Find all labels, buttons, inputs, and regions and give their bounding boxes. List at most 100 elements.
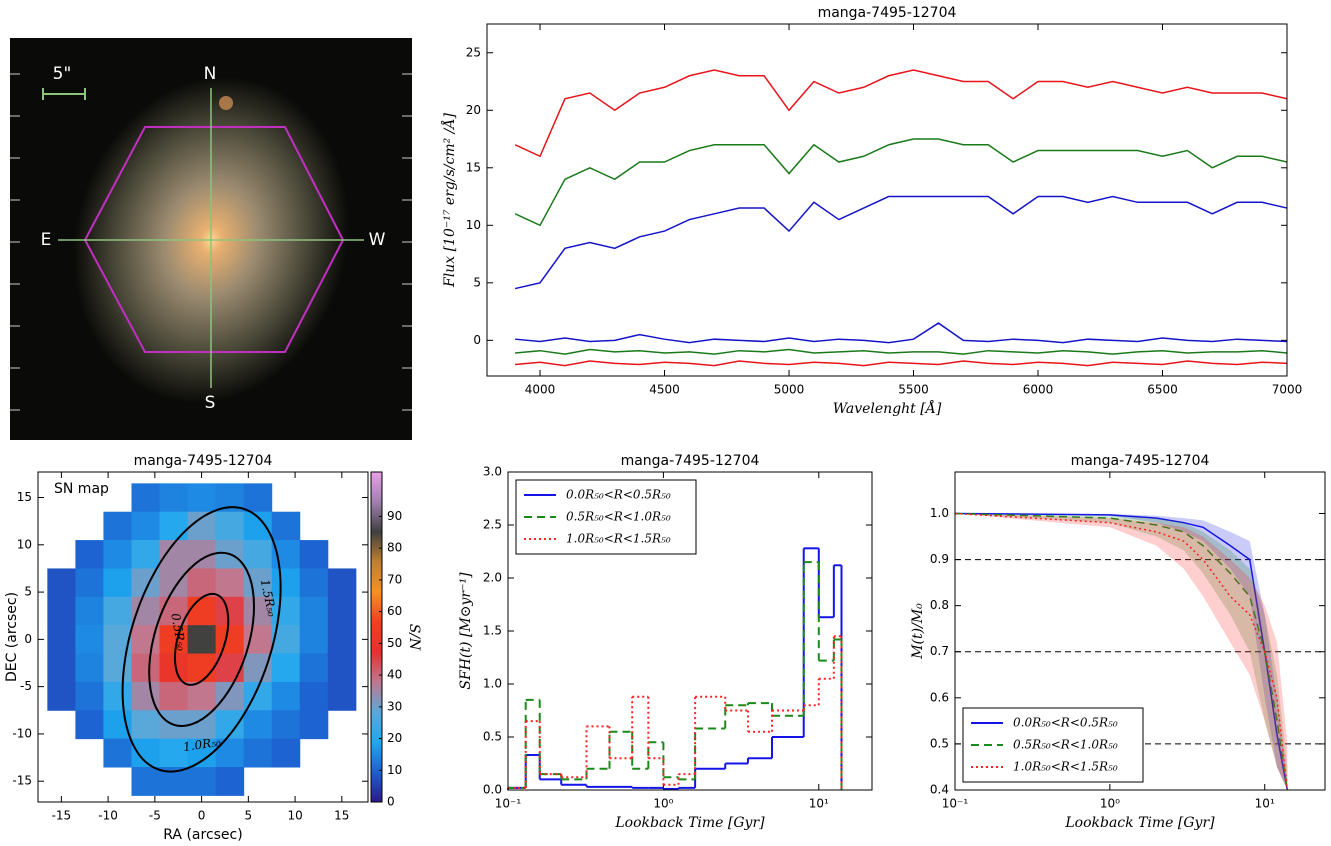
heatmap-cell [131,540,161,569]
series-line [514,69,1288,158]
heatmap-cell [47,596,76,626]
heatmap-cell [103,738,132,768]
heatmap-cell [299,681,329,711]
heatmap-cell [299,596,329,626]
y-tick-label: 25 [466,45,481,59]
series-line [515,322,1288,344]
heatmap-cell [131,511,161,541]
heatmap-cell [75,568,104,598]
colorbar-tick-label: 40 [387,668,402,682]
plot-frame [954,471,1326,791]
x-axis-label: Lookback Time [Gyr] [614,815,765,831]
heatmap-cell [103,540,132,569]
y-tick-label: 15 [466,160,481,174]
x-tick-label: 10⁻¹ [942,797,969,811]
colorbar-tick-label: 50 [387,636,402,650]
x-axis-label: RA (arcsec) [163,827,242,843]
heatmap-cell [47,681,76,711]
x-tick-label: 5 [245,809,253,823]
heatmap-cell [75,710,104,740]
heatmap-cell [271,568,301,598]
heatmap-cell [215,738,245,768]
heatmap-cell [243,710,273,740]
colorbar-tick-label: 60 [387,604,402,618]
y-tick-label: 1.0 [930,506,949,520]
colorbar-tick-label: 70 [387,572,402,586]
y-axis-label: SFH(t) [M⊙yr⁻¹] [458,572,474,690]
heatmap-cell [47,653,76,683]
heatmap-cell [271,540,301,569]
compass-label: E [41,230,52,250]
y-tick-label: 0.0 [483,783,502,797]
heatmap-cell [215,653,245,683]
heatmap-cell [131,483,161,513]
colorbar-tick-label: 30 [387,699,402,713]
heatmap-cell [187,625,217,655]
x-tick-label: 10¹ [1255,797,1275,811]
heatmap-cell [187,568,217,598]
heatmap-cell [271,738,301,768]
heatmap-cell [243,738,273,768]
heatmap-cell [159,511,189,541]
legend-label: 1.0R₅₀<R<1.5R₅₀ [566,532,671,546]
x-tick-label: 5500 [898,383,929,397]
heatmap-cell [159,653,189,683]
y-tick-label: 0.8 [930,598,949,612]
y-tick-label: 0.5 [483,730,502,744]
contour [121,506,282,773]
legend-label: 0.0R₅₀<R<0.5R₅₀ [566,488,671,502]
heatmap-cell [215,681,245,711]
heatmap-cell [131,568,161,598]
legend-label: 0.0R₅₀<R<0.5R₅₀ [1013,716,1118,730]
heatmap-cell [243,653,273,683]
x-tick-label: 10 [287,809,302,823]
y-tick-label: 0.7 [930,644,949,658]
x-tick-label: 15 [334,809,349,823]
y-tick-label: 2.0 [483,571,502,585]
x-tick-label: 5000 [774,383,805,397]
heatmap-cell [187,767,217,796]
heatmap-cell [187,596,217,626]
heatmap-cell [131,710,161,740]
x-tick-label: 4500 [649,383,680,397]
heatmap-cell [327,596,357,626]
y-tick-label: 1.0 [483,677,502,691]
heatmap-cell [215,625,245,655]
x-tick-label: 7000 [1272,383,1303,397]
heatmap-cell [243,483,273,513]
chart-title: manga-7495-12704 [1071,453,1210,469]
colorbar-tick-label: 0 [387,795,395,809]
x-tick-label: -5 [149,809,161,823]
y-tick-label: -15 [12,774,32,788]
x-tick-label: 0 [198,809,206,823]
contour-label: 1.0R₅₀ [182,735,222,754]
y-tick-label: 0.4 [930,783,949,797]
heatmap-cell [327,681,357,711]
colorbar-tick-label: 20 [387,731,402,745]
heatmap-cell [215,767,245,796]
colorbar-label: S/N [406,624,422,651]
x-tick-label: -10 [98,809,118,823]
y-tick-label: 3.0 [483,465,502,479]
heatmap-cell [299,653,329,683]
heatmap-cell [299,625,329,655]
heatmap-cell [159,681,189,711]
x-axis-label: Wavelenght [Å] [833,399,942,417]
compass-label: W [369,230,386,250]
companion [219,96,233,110]
x-tick-label: 4000 [525,383,556,397]
y-axis-label: DEC (arcsec) [4,592,20,682]
heatmap-cell [103,511,132,541]
heatmap-cell [327,653,357,683]
plot-frame [37,471,369,803]
heatmap-cell [243,540,273,569]
y-tick-label: 10 [17,537,32,551]
y-axis-label: M(t)/M₀ [910,603,926,660]
x-tick-label: 10⁰ [653,797,673,811]
series-line [954,512,1289,791]
series-line [954,512,1289,791]
y-tick-label: 2.5 [483,518,502,532]
y-tick-label: 0.5 [930,736,949,750]
y-tick-label: 0 [473,333,481,347]
